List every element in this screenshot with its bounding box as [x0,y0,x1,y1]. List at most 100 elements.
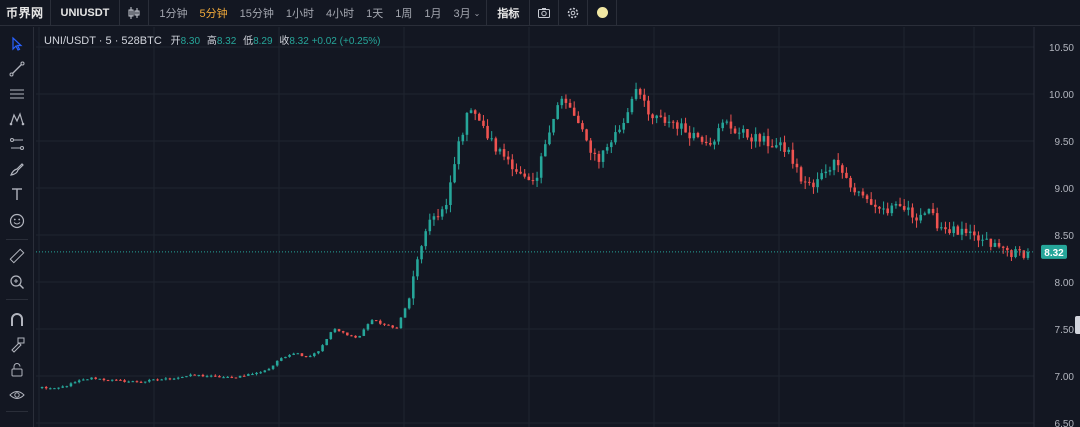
interval-7[interactable]: 1周 [389,5,418,21]
interval-9[interactable]: 3月 ⌄ [448,5,487,21]
candle-down [948,229,951,234]
emoji-icon[interactable] [6,210,28,232]
candle-up [622,122,625,130]
candle-down [651,114,654,119]
candle-down [473,110,477,114]
cursor-icon[interactable] [6,33,28,55]
candle-down [383,323,386,325]
lock-drawing-icon[interactable] [6,334,28,356]
candle-down [977,235,980,241]
candle-down [709,143,712,145]
settings-icon[interactable] [559,0,587,26]
candle-down [659,115,663,117]
lock-icon[interactable] [6,359,28,381]
candle-up [440,209,444,217]
candle-up [626,112,630,123]
trend-line-icon[interactable] [6,58,28,80]
candle-up [882,208,885,210]
interval-4[interactable]: 1小时 [280,5,320,21]
candle-up [544,144,547,157]
brush-icon[interactable] [6,158,28,180]
candles-glyph [128,6,140,19]
candle-down [750,137,753,142]
drawing-toolbar [0,27,34,427]
candle-up [692,133,696,139]
candle-down [156,379,159,381]
ruler-icon[interactable] [6,245,28,267]
camera-icon[interactable] [530,0,558,26]
interval-2[interactable]: 5分钟 [194,5,234,21]
candle-down [115,379,118,381]
candle-up [445,205,448,210]
candle-down [242,375,246,377]
candle-up [667,121,671,123]
candle-up [1014,249,1017,258]
toolbar-divider [6,239,28,240]
candle-down [700,137,704,142]
candle-up [53,388,56,390]
y-tick-label: 6.50 [1055,419,1075,427]
candle-up [960,228,964,235]
interval-selector: 1分钟 5分钟 15分钟 1小时 4小时 1天 1周 1月 3月 ⌄ [149,0,486,26]
magnet-icon[interactable] [6,309,28,331]
candle-down [964,228,968,234]
theme-moon-icon[interactable] [588,0,616,26]
candle-down [886,208,889,214]
symbol-search-button[interactable]: UNIUSDT [60,6,110,19]
candle-up [432,216,436,220]
candle-down [387,324,390,326]
candle-down [911,207,914,218]
chart-type-icon[interactable] [120,0,148,26]
candle-up [968,231,972,234]
brand-logo[interactable]: 币界网 [6,6,44,20]
candle-down [812,182,815,188]
candle-up [713,141,716,145]
last-price-label: 8.32 [1044,248,1064,259]
pattern-icon[interactable] [6,108,28,130]
candle-up [820,173,823,180]
candle-up [189,374,192,377]
candle-up [416,259,419,277]
interval-1[interactable]: 1分钟 [153,5,193,21]
zoom-icon[interactable] [6,271,28,293]
candle-up [259,372,262,374]
candle-down [663,116,667,123]
eye-icon[interactable] [6,384,28,406]
interval-6[interactable]: 1天 [360,5,389,21]
candle-up [787,149,790,152]
candle-down [341,331,345,333]
candle-down [135,381,139,383]
top-toolbar: 币界网 UNIUSDT 1分钟 5分钟 15分钟 1小时 4小时 1天 1周 1月 3月 ⌄ 指标 [0,0,1080,26]
candle-down [766,136,770,147]
candle-down [733,128,737,134]
candle-down [44,386,48,389]
y-tick-label: 8.50 [1055,231,1075,242]
candle-up [923,213,927,215]
candle-down [193,374,196,376]
candle-down [168,378,172,380]
candle-up [919,214,922,221]
candle-up [618,129,621,133]
toolbar-divider [6,299,28,300]
interval-8[interactable]: 1月 [418,5,447,21]
text-icon[interactable] [6,183,28,205]
candle-up [292,353,295,355]
candle-down [478,113,481,121]
candle-up [985,238,988,240]
interval-3[interactable]: 15分钟 [234,5,280,21]
y-tick-label: 9.50 [1055,137,1075,148]
candle-up [449,182,452,206]
candle-down [638,89,642,95]
candle-up [197,374,201,376]
horizontal-lines-icon[interactable] [6,83,28,105]
indicators-button[interactable]: 指标 [497,7,520,20]
candle-up [148,379,151,382]
interval-5[interactable]: 4小时 [320,5,360,21]
candle-up [358,335,361,338]
candle-up [539,156,543,178]
price-scale-handle[interactable] [1075,316,1080,334]
fib-icon[interactable] [6,133,28,155]
candle-up [424,231,427,247]
divider [148,0,150,26]
candlestick-chart[interactable]: 10.50 10.00 9.50 9.00 8.50 8.00 7.50 7.00 6.50 8.… [34,27,1080,427]
